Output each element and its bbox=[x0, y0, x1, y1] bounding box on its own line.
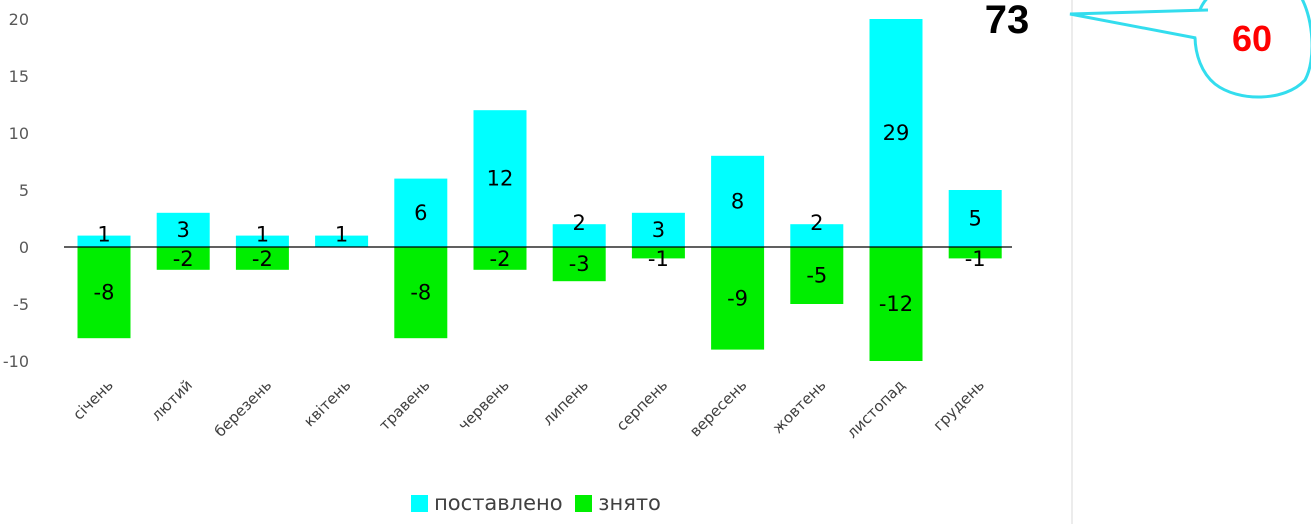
x-tick-label: січень bbox=[69, 376, 116, 423]
bar-placed-12 bbox=[948, 190, 1002, 247]
data-label-placed-11: 29 bbox=[883, 121, 910, 145]
data-label-placed-2: 3 bbox=[177, 218, 190, 242]
data-label-removed-10: -5 bbox=[806, 264, 827, 288]
bar-placed-3 bbox=[235, 235, 289, 247]
legend-label-removed: знято bbox=[598, 491, 661, 515]
x-tick-label: серпень bbox=[613, 376, 671, 434]
bar-removed-9 bbox=[711, 247, 765, 350]
data-label-placed-3: 1 bbox=[256, 223, 269, 247]
legend-label-placed: поставлено bbox=[434, 491, 563, 515]
bar-placed-5 bbox=[394, 178, 448, 247]
bar-removed-3 bbox=[235, 247, 289, 270]
x-tick-label: травень bbox=[376, 376, 434, 434]
total-left-value: 73 bbox=[984, 0, 1030, 42]
x-tick-label: березень bbox=[211, 376, 275, 440]
bar-placed-10 bbox=[790, 224, 844, 247]
y-tick-label: 15 bbox=[9, 67, 29, 86]
x-tick-label: лютий bbox=[148, 376, 196, 424]
x-tick-label: жовтень bbox=[769, 376, 830, 437]
data-label-removed-11: -12 bbox=[879, 292, 913, 316]
bar-placed-1 bbox=[77, 235, 131, 247]
bar-placed-7 bbox=[552, 224, 606, 247]
bar-placed-11 bbox=[869, 19, 923, 247]
total-callout-bubble bbox=[1069, 0, 1311, 99]
data-label-placed-4: 1 bbox=[335, 223, 348, 247]
legend-swatch-removed bbox=[575, 494, 593, 512]
y-axis-ticks: 20 15 10 5 0 -5 -10 bbox=[3, 10, 29, 371]
y-tick-label: 5 bbox=[19, 181, 29, 200]
bar-removed-11 bbox=[869, 247, 923, 361]
bar-removed-10 bbox=[790, 247, 844, 304]
legend-swatch-placed bbox=[411, 494, 429, 512]
bar-placed-9 bbox=[711, 155, 765, 247]
data-label-placed-8: 3 bbox=[652, 218, 665, 242]
total-right-value: 60 bbox=[1231, 18, 1273, 59]
data-label-placed-5: 6 bbox=[414, 201, 427, 225]
bars-group bbox=[77, 19, 1002, 361]
data-label-removed-7: -3 bbox=[569, 252, 590, 276]
data-label-removed-12: -1 bbox=[965, 247, 986, 271]
x-tick-label: липень bbox=[539, 376, 592, 429]
data-label-removed-3: -2 bbox=[252, 247, 273, 271]
data-label-removed-1: -8 bbox=[94, 281, 115, 305]
bar-removed-12 bbox=[948, 247, 1002, 259]
x-tick-label: червень bbox=[455, 376, 513, 434]
y-tick-label: 20 bbox=[9, 10, 29, 29]
data-label-removed-2: -2 bbox=[173, 247, 194, 271]
data-label-removed-8: -1 bbox=[648, 247, 669, 271]
y-tick-label: 0 bbox=[19, 238, 29, 257]
legend-item-placed: поставлено bbox=[411, 491, 563, 515]
bar-placed-4 bbox=[315, 235, 369, 247]
category-labels: січень лютий березень квітень травень червень… bbox=[69, 376, 988, 442]
bar-removed-8 bbox=[631, 247, 685, 259]
legend-item-removed: знято bbox=[575, 491, 661, 515]
data-labels-group: 1 3 1 1 6 12 2 3 8 2 29 5 -8 -2 -2 -8 -2 -3 -1 -9 -5 -12 -1 bbox=[94, 121, 986, 316]
bar-removed-2 bbox=[156, 247, 210, 270]
bar-placed-2 bbox=[156, 212, 210, 247]
y-tick-label: -10 bbox=[3, 352, 29, 371]
data-label-placed-10: 2 bbox=[810, 211, 823, 235]
bar-removed-6 bbox=[473, 247, 527, 270]
data-label-placed-12: 5 bbox=[969, 207, 982, 231]
data-label-removed-6: -2 bbox=[490, 247, 511, 271]
data-label-placed-9: 8 bbox=[731, 189, 744, 213]
x-tick-label: вересень bbox=[686, 376, 750, 440]
bar-removed-1 bbox=[77, 247, 131, 339]
y-tick-label: 10 bbox=[9, 124, 29, 143]
data-label-removed-5: -8 bbox=[410, 281, 431, 305]
legend: поставлено знято bbox=[0, 491, 1072, 517]
x-tick-label: грудень bbox=[930, 376, 988, 434]
data-label-placed-7: 2 bbox=[573, 211, 586, 235]
data-label-removed-9: -9 bbox=[727, 286, 748, 310]
y-tick-label: -5 bbox=[13, 295, 29, 314]
bar-placed-8 bbox=[631, 212, 685, 247]
x-tick-label: квітень bbox=[300, 376, 354, 430]
data-label-placed-1: 1 bbox=[97, 223, 110, 247]
bar-removed-5 bbox=[394, 247, 448, 339]
data-label-placed-6: 12 bbox=[487, 167, 514, 191]
bar-placed-6 bbox=[473, 110, 527, 247]
bar-removed-7 bbox=[552, 247, 606, 282]
x-tick-label: листопад bbox=[843, 376, 909, 442]
